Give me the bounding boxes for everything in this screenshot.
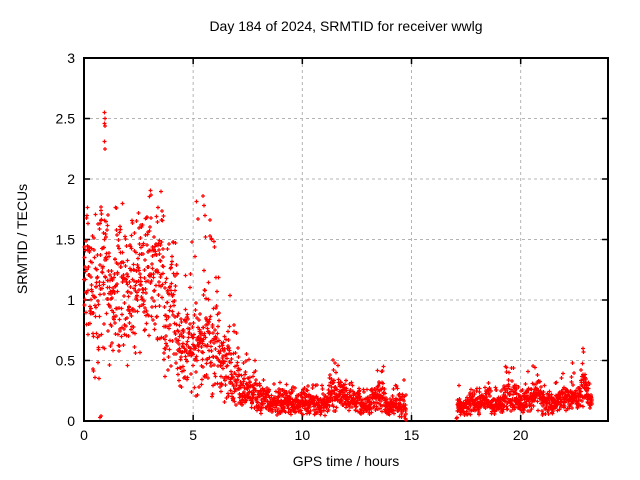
tick-labels: 0 5 10 15 20 0 0.5 1 1.5 2 2.5 3 (56, 50, 529, 443)
x-tick-label: 0 (80, 427, 88, 443)
x-axis-label: GPS time / hours (292, 453, 400, 469)
x-tick-label: 5 (189, 427, 197, 443)
y-tick-label: 1.5 (56, 232, 76, 248)
x-tick-label: 10 (295, 427, 311, 443)
axis-ticks (83, 57, 608, 422)
grid-lines (84, 58, 608, 421)
y-tick-label: 2.5 (56, 111, 76, 127)
y-tick-label: 2 (67, 171, 75, 187)
grid-path (84, 58, 608, 421)
y-tick-label: 1 (67, 292, 75, 308)
tick-marks-path (83, 57, 608, 422)
scatter-points (82, 110, 594, 422)
y-tick-label: 0.5 (56, 353, 76, 369)
y-tick-label: 3 (67, 50, 75, 66)
y-tick-label: 0 (67, 413, 75, 429)
x-tick-label: 20 (513, 427, 529, 443)
chart-title: Day 184 of 2024, SRMTID for receiver wwl… (209, 18, 483, 34)
x-tick-label: 15 (404, 427, 420, 443)
